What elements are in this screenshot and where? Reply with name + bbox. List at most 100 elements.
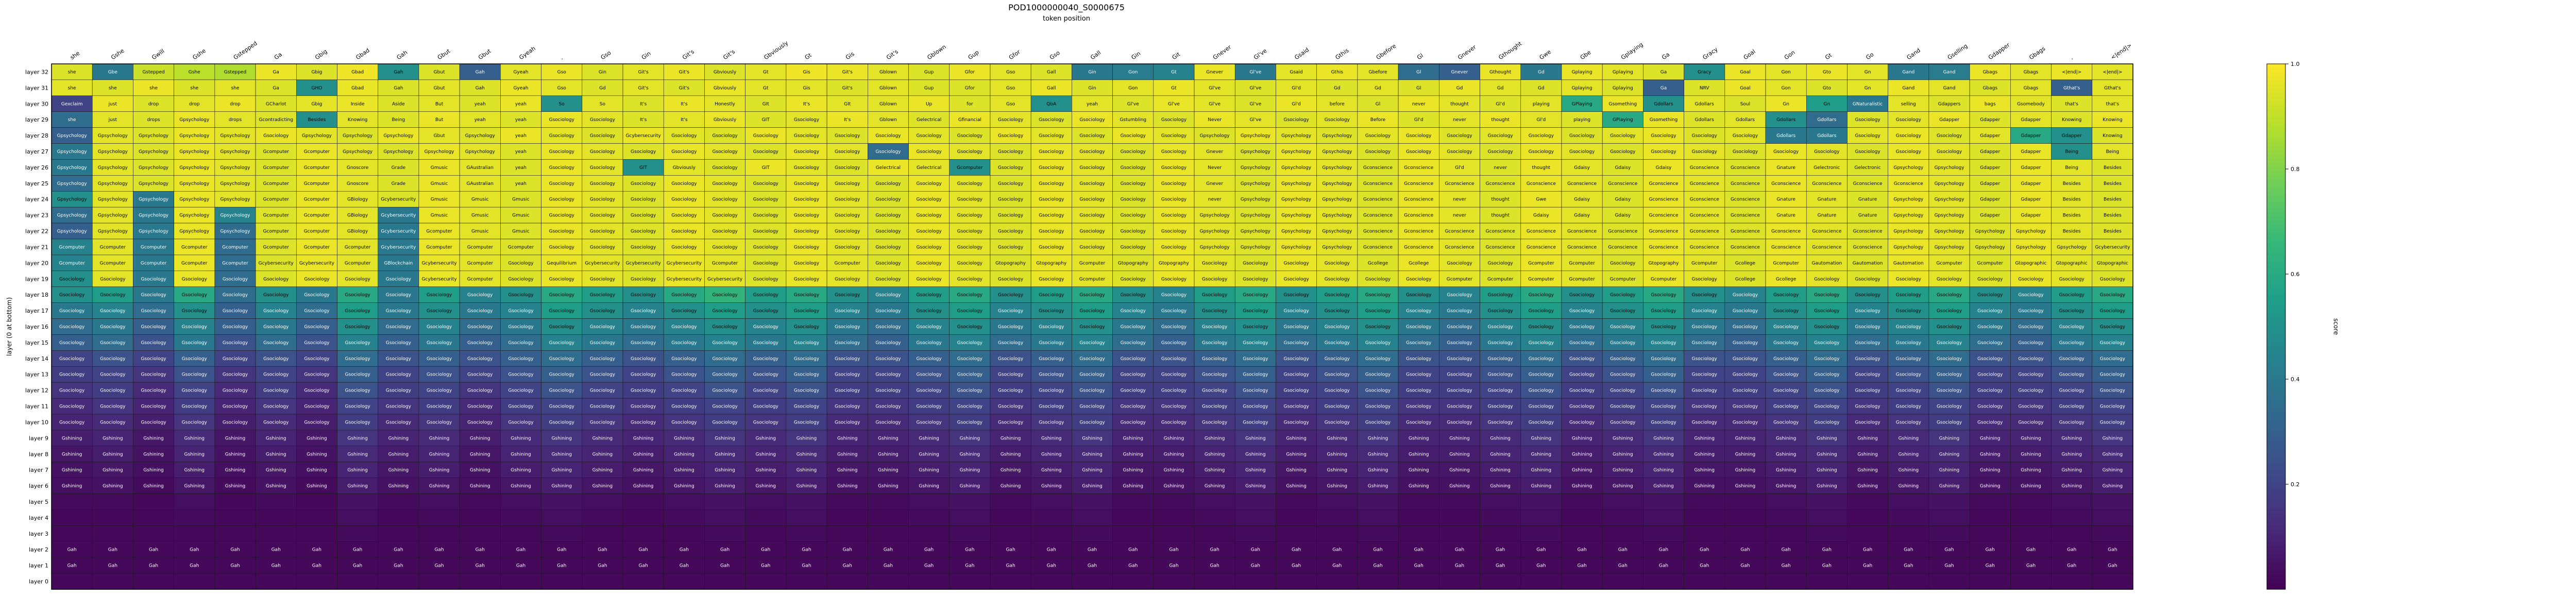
heatmap-cell-label: thought bbox=[1450, 101, 1469, 107]
heatmap-cell-label: Gdollars bbox=[1776, 117, 1795, 123]
heatmap-cell-label: Gah bbox=[476, 548, 485, 553]
heatmap-cell-label: Gah bbox=[1047, 548, 1056, 553]
heatmap-cell-label: Gcomputer bbox=[263, 181, 289, 186]
heatmap-cell-label: Gconscience bbox=[1486, 181, 1515, 186]
heatmap-cell-label: Gah bbox=[843, 564, 852, 569]
heatmap-cell-label: Gcomputer bbox=[263, 229, 289, 234]
heatmap-cell bbox=[582, 159, 623, 176]
heatmap-cell-label: Gcomputer bbox=[263, 149, 289, 155]
heatmap-cell-label: Gshining bbox=[2061, 436, 2082, 441]
heatmap-cell-label: Gstepped bbox=[224, 70, 246, 75]
heatmap-cell-label: Gt bbox=[1171, 86, 1177, 91]
heatmap-cell-label: Gshining bbox=[1490, 468, 1511, 473]
heatmap-cell-label: Gsociology bbox=[1161, 325, 1187, 330]
heatmap-cell-label: Before bbox=[1370, 117, 1386, 123]
heatmap-cell-label: Gsociology bbox=[2100, 277, 2126, 282]
heatmap-cell-label: Gsociology bbox=[1121, 133, 1146, 139]
heatmap-cell bbox=[1888, 509, 1929, 526]
heatmap-cell-label: Gcomputer bbox=[508, 245, 534, 250]
heatmap-cell-label: Gsociology bbox=[671, 181, 697, 186]
heatmap-cell bbox=[1276, 127, 1317, 144]
heatmap-cell-label: Gcomputer bbox=[345, 261, 371, 266]
heatmap-cell bbox=[1806, 509, 1848, 526]
heatmap-cell-label: Gsociology bbox=[100, 277, 126, 282]
heatmap-cell-label: Gsociology bbox=[1406, 372, 1432, 378]
heatmap-cell bbox=[1316, 525, 1358, 542]
heatmap-cell-label: Gsociology bbox=[835, 213, 860, 218]
heatmap-cell-label: bags bbox=[1985, 101, 1996, 107]
heatmap-cell-label: Gsociology bbox=[141, 277, 166, 282]
heatmap-cell-label: Gsociology bbox=[1488, 356, 1514, 362]
heatmap-cell-label: Gshining bbox=[1653, 436, 1674, 441]
heatmap-cell bbox=[1888, 494, 1929, 510]
heatmap-cell-label: Gsociology bbox=[1325, 261, 1350, 266]
heatmap-cell bbox=[92, 79, 133, 96]
heatmap-cell-label: Gsociology bbox=[1977, 388, 2003, 394]
heatmap-cell-label: Gshining bbox=[470, 468, 490, 473]
heatmap-cell bbox=[500, 573, 541, 590]
heatmap-cell-label: Gah bbox=[802, 564, 811, 569]
heatmap-cell-label: Gsociology bbox=[263, 309, 289, 314]
heatmap-cell-label: Gpsychology bbox=[1935, 229, 1965, 234]
heatmap-cell-label: Gah bbox=[1536, 548, 1546, 553]
heatmap-cell-label: Gah bbox=[1455, 548, 1464, 553]
heatmap-cell-label: Gcomputer bbox=[222, 261, 248, 266]
heatmap-cell bbox=[1030, 143, 1072, 160]
heatmap-cell-label: Gshining bbox=[143, 436, 164, 441]
heatmap-cell-label: Besides bbox=[2104, 229, 2122, 234]
heatmap-cell bbox=[1480, 127, 1521, 144]
heatmap-cell-label: Gtopography bbox=[1036, 261, 1067, 266]
heatmap-cell-label: Gshining bbox=[592, 484, 613, 489]
heatmap-cell-label: Gso bbox=[1006, 101, 1015, 107]
heatmap-cell-label: Gshining bbox=[347, 484, 368, 489]
heatmap-cell-label: Gsociology bbox=[753, 356, 779, 362]
heatmap-cell-label: Gsociology bbox=[794, 356, 820, 362]
heatmap-cell-label: Gshining bbox=[1980, 436, 2001, 441]
heatmap-cell-label: Gsociology bbox=[1937, 388, 1962, 394]
heatmap-cell-label: Gsociology bbox=[1325, 420, 1350, 425]
heatmap-cell bbox=[1194, 525, 1235, 542]
heatmap-cell-label: Gshining bbox=[715, 484, 735, 489]
heatmap-cell-label: Gah bbox=[67, 564, 77, 569]
heatmap-cell-label: Gt bbox=[1171, 70, 1177, 75]
heatmap-cell-label: Gsociology bbox=[549, 165, 575, 171]
heatmap-cell-label: Gsociology bbox=[998, 388, 1024, 394]
heatmap-cell bbox=[1112, 525, 1154, 542]
heatmap-cell bbox=[908, 111, 950, 128]
heatmap-cell-label: Gsociology bbox=[100, 404, 126, 410]
heatmap-cell-label: Gtopographic bbox=[2015, 261, 2046, 266]
heatmap-cell-label: Gnever bbox=[1206, 149, 1223, 155]
x-tick-label: Gdapper bbox=[1987, 41, 2011, 61]
heatmap-cell-label: Gsociology bbox=[1161, 420, 1187, 425]
heatmap-cell-label: Gall bbox=[1047, 86, 1056, 91]
heatmap-cell-label: Gah bbox=[476, 70, 485, 75]
heatmap-cell-label: Gshining bbox=[388, 468, 409, 473]
heatmap-cell bbox=[51, 143, 93, 160]
y-tick-label: layer 18 bbox=[25, 292, 48, 298]
heatmap-cell-label: Gpsychology bbox=[465, 133, 496, 139]
heatmap-cell-label: Gpsychology bbox=[1241, 149, 1271, 155]
heatmap-cell bbox=[174, 573, 215, 590]
heatmap-cell-label: Gsociology bbox=[1202, 341, 1228, 346]
heatmap-cell bbox=[786, 573, 827, 590]
heatmap-cell-label: Gsociology bbox=[794, 341, 820, 346]
heatmap-cell-label: Gon bbox=[1128, 86, 1138, 91]
heatmap-cell bbox=[704, 525, 745, 542]
heatmap-cell bbox=[1276, 573, 1317, 590]
heatmap-cell-label: Gshining bbox=[1205, 484, 1225, 489]
heatmap-cell-label: Gsociology bbox=[2100, 404, 2126, 410]
heatmap-cell bbox=[92, 525, 133, 542]
heatmap-cell-label: Gsociology bbox=[1161, 117, 1187, 123]
heatmap-cell-label: Gl'd bbox=[1292, 101, 1301, 107]
heatmap-cell-label: Gsociology bbox=[835, 149, 860, 155]
heatmap-cell-label: Gshining bbox=[1613, 468, 1633, 473]
x-tick-label: Gin bbox=[640, 50, 652, 61]
heatmap-cell-label: Gsociology bbox=[1121, 309, 1146, 314]
heatmap-cell-label: Gsociology bbox=[182, 325, 208, 330]
heatmap-cell-label: Gpsychology bbox=[2016, 245, 2046, 250]
heatmap-cell bbox=[51, 494, 93, 510]
heatmap-cell-label: Gsociology bbox=[1365, 388, 1391, 394]
heatmap-cell-label: Gsociology bbox=[427, 309, 452, 314]
heatmap-cell-label: Gsociology bbox=[345, 293, 371, 298]
heatmap-cell-label: Gsociology bbox=[590, 404, 616, 410]
